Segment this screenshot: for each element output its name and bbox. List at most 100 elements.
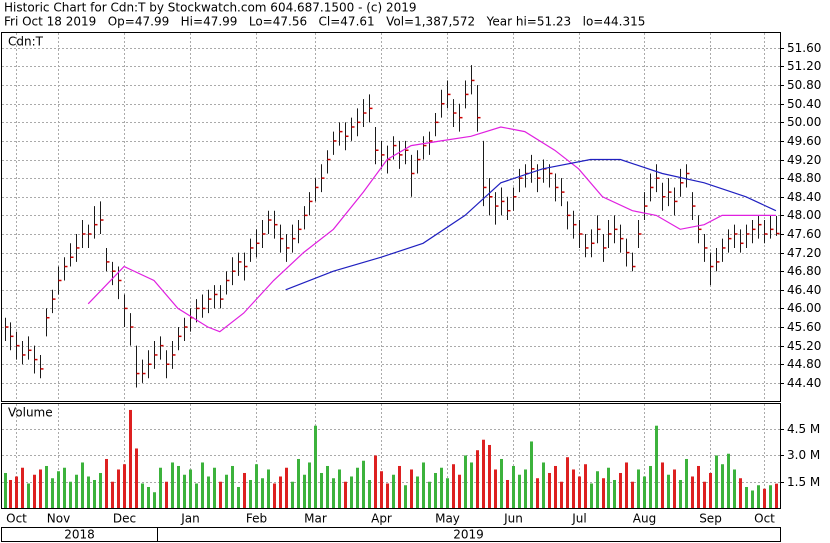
x-tick-label: Sep [699,512,722,526]
volume-bar [524,469,527,508]
volume-bar [416,476,419,508]
year-label: 2019 [453,528,484,542]
x-tick-label: Oct [754,512,775,526]
volume-bar [231,465,234,508]
volume-bar [584,464,587,508]
volume-bar [267,469,270,508]
x-tick-label: Feb [246,512,267,526]
volume-bar [751,490,754,508]
y-tick-label: 51.60 [787,41,821,55]
volume-bar [649,465,652,508]
volume-bar [721,464,724,508]
volume-bar [273,483,276,508]
volume-bar [261,478,264,508]
volume-bar [386,483,389,508]
y-tick-label: 45.60 [787,320,821,334]
x-tick-label: May [435,512,460,526]
volume-bar [159,467,162,508]
volume-bar [434,472,437,508]
volume-bar [141,483,144,508]
y-tick-label: 4.5 M [787,422,820,436]
y-tick-label: 44.40 [787,376,821,390]
volume-bar [607,467,610,508]
volume-bar [314,425,317,508]
year-label: 2018 [64,528,95,542]
volume-bar [344,481,347,508]
volume-bar [105,458,108,508]
symbol-label: Cdn:T [8,35,44,49]
volume-bar [117,469,120,508]
y-tick-label: 47.60 [787,227,821,241]
volume-bar [368,479,371,508]
volume-bar [237,486,240,508]
volume-bar [303,474,306,508]
volume-bar [440,467,443,508]
volume-bar [488,444,491,508]
x-tick-label: Jul [571,512,586,526]
volume-bar [171,462,174,508]
volume-bar [410,469,413,508]
y-tick-label: 48.40 [787,190,821,204]
volume-bar [45,465,48,508]
volume-bar [458,474,461,508]
volume-bar [123,464,126,508]
volume-bar [631,481,634,508]
volume-bar [39,469,42,508]
volume-bar [673,469,676,508]
volume-bar [279,476,282,508]
volume-bar [398,465,401,508]
volume-bar [470,462,473,508]
y-tick-label: 50.80 [787,78,821,92]
y-tick-label: 45.20 [787,339,821,353]
volume-bar [637,469,640,508]
y-tick-label: 49.60 [787,134,821,148]
volume-bar [422,462,425,508]
volume-bar [512,465,515,508]
volume-bar [297,458,300,508]
volume-bar [733,469,736,508]
volume-bar [320,472,323,508]
volume-bar [464,455,467,508]
x-tick-label: Jun [503,512,523,526]
volume-bar [596,471,599,508]
volume-label: Volume [8,406,53,420]
volume-bar [715,455,718,508]
x-tick-label: Nov [47,512,70,526]
y-tick-label: 48.00 [787,208,821,222]
volume-bar [655,425,658,508]
volume-bar [147,486,150,508]
volume-bar [153,492,156,508]
volume-bar [33,474,36,508]
volume-bar [308,462,311,508]
chart-subtitle: Fri Oct 18 2019 Op=47.99 Hi=47.99 Lo=47.… [4,15,645,29]
y-tick-label: 3.0 M [787,448,820,462]
volume-bar [374,455,377,508]
volume-bar [111,481,114,508]
volume-bar [249,479,252,508]
x-tick-label: Aug [633,512,656,526]
volume-bar [643,476,646,508]
y-tick-label: 44.80 [787,357,821,371]
y-tick-label: 50.40 [787,97,821,111]
volume-bar [87,476,90,508]
volume-bar [129,409,132,508]
y-tick-label: 47.20 [787,246,821,260]
volume-bar [679,479,682,508]
volume-bar [739,478,742,508]
volume-bar [9,479,12,508]
volume-bar [572,469,575,508]
volume-bar [338,469,341,508]
x-tick-label: Jan [180,512,200,526]
volume-bar [135,448,138,508]
volume-bar [446,478,449,508]
y-tick-label: 51.20 [787,59,821,73]
volume-bar [775,483,778,508]
volume-bar [350,476,353,508]
volume-bar [177,465,180,508]
volume-bar [548,472,551,508]
volume-bar [602,478,605,508]
volume-bar [404,485,407,508]
volume-bar [506,479,509,508]
volume-bar [285,467,288,508]
volume-bar [225,474,228,508]
